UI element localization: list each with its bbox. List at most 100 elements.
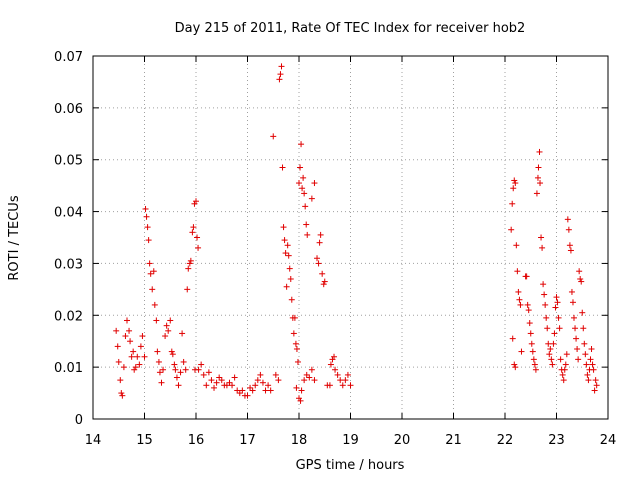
data-point: [316, 239, 323, 246]
data-point: [177, 369, 184, 376]
data-point: [308, 366, 315, 373]
data-point: [549, 361, 556, 368]
data-point: [198, 361, 205, 368]
data-point: [297, 397, 304, 404]
data-point: [555, 314, 562, 321]
data-point: [546, 351, 553, 358]
data-point: [299, 185, 306, 192]
data-point: [574, 345, 581, 352]
data-point: [578, 278, 585, 285]
data-point: [163, 322, 170, 329]
data-point: [334, 371, 341, 378]
data-point: [306, 374, 313, 381]
data-point: [532, 366, 539, 373]
data-point: [569, 299, 576, 306]
data-point: [186, 260, 193, 267]
data-point: [160, 366, 167, 373]
data-point: [554, 299, 561, 306]
data-point: [151, 301, 158, 308]
data-point: [590, 366, 597, 373]
x-tick-label: 16: [188, 433, 205, 448]
data-point: [154, 348, 161, 355]
data-point: [155, 358, 162, 365]
x-tick-label: 24: [600, 433, 617, 448]
data-point: [320, 281, 327, 288]
data-point: [249, 387, 256, 394]
y-tick-label: 0.04: [54, 206, 83, 221]
data-point: [300, 174, 307, 181]
data-point: [136, 361, 143, 368]
data-point: [114, 343, 121, 350]
x-tick-label: 15: [136, 433, 153, 448]
data-point: [514, 268, 521, 275]
data-point: [158, 379, 165, 386]
data-point: [231, 374, 238, 381]
data-point: [144, 224, 151, 231]
data-point: [303, 371, 310, 378]
data-point: [175, 382, 182, 389]
data-point: [311, 180, 318, 187]
data-point: [239, 387, 246, 394]
data-points: [113, 63, 600, 404]
data-point: [539, 244, 546, 251]
data-point: [272, 371, 279, 378]
data-point: [541, 291, 548, 298]
data-point: [326, 382, 333, 389]
data-point: [126, 327, 133, 334]
data-point: [203, 382, 210, 389]
data-point: [279, 164, 286, 171]
data-point: [211, 384, 218, 391]
x-tick-label: 19: [342, 433, 359, 448]
data-point: [513, 242, 520, 249]
data-point: [141, 353, 148, 360]
data-point: [234, 387, 241, 394]
data-point: [298, 141, 305, 148]
data-point: [524, 301, 531, 308]
data-point: [283, 283, 290, 290]
data-point: [517, 301, 524, 308]
data-point: [167, 317, 174, 324]
data-point: [515, 288, 522, 295]
data-point: [582, 351, 589, 358]
y-tick-label: 0: [75, 413, 83, 428]
axis-ticks: 14 15 16 17 18 19 20 21 22 23 24 0 0.01 0.02 0.03 0.04 0…: [54, 50, 616, 448]
data-point: [512, 180, 519, 187]
chart-title: Day 215 of 2011, Rate Of TEC Index for r…: [175, 21, 526, 36]
data-point: [142, 205, 149, 212]
data-point: [270, 133, 277, 140]
data-point: [286, 265, 293, 272]
data-point: [187, 257, 194, 264]
data-point: [527, 330, 534, 337]
data-point: [509, 200, 516, 207]
data-point: [213, 379, 220, 386]
data-point: [171, 361, 178, 368]
data-point: [551, 330, 558, 337]
data-point: [189, 229, 196, 236]
x-axis-label: GPS time / hours: [296, 458, 405, 473]
data-point: [510, 185, 517, 192]
data-point: [236, 390, 243, 397]
data-point: [290, 330, 297, 337]
data-point: [577, 275, 584, 282]
data-point: [267, 387, 274, 394]
data-point: [259, 379, 266, 386]
data-point: [311, 377, 318, 384]
data-point: [303, 221, 310, 228]
data-point: [294, 358, 301, 365]
data-point: [568, 288, 575, 295]
data-point: [525, 307, 532, 314]
data-point: [543, 314, 550, 321]
data-point: [563, 351, 570, 358]
data-point: [120, 364, 127, 371]
data-point: [247, 384, 254, 391]
data-point: [216, 374, 223, 381]
data-point: [331, 353, 338, 360]
data-point: [523, 273, 530, 280]
x-tick-label: 23: [548, 433, 565, 448]
data-point: [550, 340, 557, 347]
data-point: [526, 320, 533, 327]
data-point: [327, 361, 334, 368]
data-point: [179, 330, 186, 337]
data-point: [562, 361, 569, 368]
data-point: [280, 224, 287, 231]
